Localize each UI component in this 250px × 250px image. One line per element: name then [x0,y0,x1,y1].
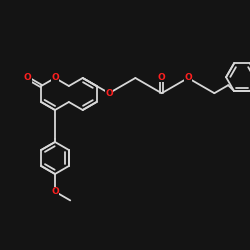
Text: O: O [158,73,166,82]
Text: O: O [24,74,31,82]
Text: O: O [51,74,59,82]
Text: O: O [51,187,59,196]
Text: O: O [105,89,113,98]
Text: O: O [184,74,192,82]
